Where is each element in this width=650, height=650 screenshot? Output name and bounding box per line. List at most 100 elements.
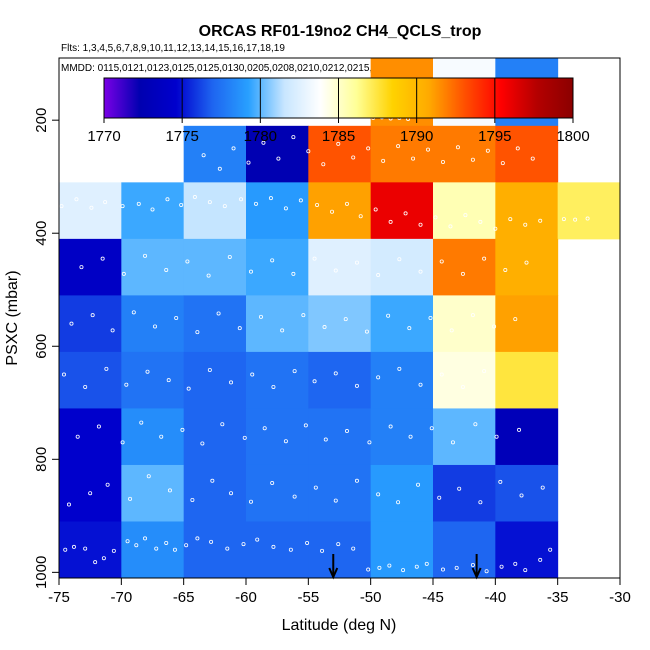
sample-point: [448, 224, 453, 229]
heatmap-cell: [246, 351, 309, 409]
heatmap-cell: [121, 238, 185, 296]
heatmap-cell: [495, 182, 559, 240]
x-axis-ticks: -75 -70 -65 -60 -55 -50 -45 -40 -35 -30: [48, 578, 631, 606]
sample-point: [312, 379, 317, 384]
sample-point: [478, 500, 483, 505]
sample-point: [440, 159, 445, 164]
sample-point: [401, 568, 406, 573]
cell-layer: [59, 58, 620, 578]
sample-point: [407, 326, 412, 331]
sample-point: [321, 162, 326, 167]
sample-point: [439, 372, 444, 377]
sample-point: [330, 209, 335, 214]
sample-point: [315, 202, 320, 207]
sample-point: [377, 565, 382, 570]
sample-point: [165, 197, 170, 202]
sample-point: [473, 422, 478, 427]
sample-point: [186, 386, 191, 391]
sample-point: [167, 488, 172, 493]
dates-subtitle: MMDD: 0115,0121,0123,0125,0125,0130,0205…: [61, 63, 545, 74]
sample-point: [120, 440, 125, 445]
heatmap-cell: [433, 238, 496, 296]
sample-point: [457, 486, 462, 491]
sample-point: [376, 375, 381, 380]
sample-point: [217, 166, 222, 171]
sample-point: [484, 569, 489, 574]
sample-point: [333, 371, 338, 376]
sample-point: [455, 145, 460, 150]
sample-point: [333, 268, 338, 273]
sample-point: [494, 434, 499, 439]
sample-point: [150, 207, 155, 212]
sample-point: [206, 273, 211, 278]
y-tick-label: 600: [33, 334, 50, 359]
sample-point: [387, 563, 392, 568]
heatmap-cell: [308, 408, 372, 466]
flights-subtitle: Flts: 1,3,4,5,6,7,8,9,10,11,12,13,14,15,…: [61, 43, 285, 54]
sample-point: [227, 254, 232, 259]
heatmap-cell: [246, 295, 309, 353]
sample-point: [312, 256, 317, 261]
sample-point: [248, 499, 253, 504]
x-tick-label: -55: [297, 589, 319, 606]
sample-point: [485, 148, 490, 153]
sample-point: [482, 256, 487, 261]
sample-point: [396, 500, 401, 505]
sample-point: [460, 271, 465, 276]
sample-point: [513, 561, 518, 566]
heatmap-cell: [370, 238, 434, 296]
sample-point: [104, 366, 109, 371]
heatmap-cell: [183, 125, 247, 183]
sample-point: [492, 324, 497, 329]
y-tick-label: 200: [33, 108, 50, 133]
sample-point: [397, 366, 402, 371]
sample-point: [414, 564, 419, 569]
sample-point: [440, 567, 445, 572]
sample-point: [376, 273, 381, 278]
sample-point: [585, 216, 590, 221]
sample-point: [248, 269, 253, 274]
sample-point: [174, 315, 179, 320]
x-tick-label: -40: [484, 589, 506, 606]
sample-point: [276, 156, 281, 161]
sample-point: [418, 382, 423, 387]
sample-point: [498, 479, 503, 484]
sample-point: [428, 315, 433, 320]
colorbar-tick-label: 1775: [165, 128, 198, 145]
sample-point: [61, 372, 66, 377]
heatmap-cell: [183, 408, 247, 466]
sample-point: [172, 547, 177, 552]
sample-point: [246, 160, 251, 165]
heatmap-cell: [370, 295, 434, 353]
x-axis-label: Latitude (deg N): [282, 617, 397, 634]
sample-point: [121, 271, 126, 276]
sample-point: [237, 326, 242, 331]
sample-point: [110, 328, 115, 333]
sample-point: [336, 141, 341, 146]
sample-point: [124, 382, 129, 387]
heatmap-cell: [433, 521, 496, 578]
sample-point: [145, 369, 150, 374]
sample-point: [396, 144, 401, 149]
sample-point: [439, 259, 444, 264]
sample-point: [298, 198, 303, 203]
sample-point: [90, 313, 95, 318]
sample-point: [63, 547, 68, 552]
sample-point: [207, 200, 212, 205]
colorbar-tick-label: 1780: [244, 128, 277, 145]
sample-point: [499, 564, 504, 569]
sample-point: [517, 427, 522, 432]
heatmap-cell: [183, 182, 247, 240]
sample-point: [88, 491, 93, 496]
sample-point: [305, 540, 310, 545]
sample-point: [75, 434, 80, 439]
sample-point: [388, 424, 393, 429]
heatmap-cell: [308, 182, 372, 240]
colorbar-tick-label: 1785: [322, 128, 355, 145]
heatmap-cell: [183, 351, 247, 409]
sample-point: [134, 543, 139, 548]
sample-point: [270, 258, 275, 263]
down-arrow-icon: [471, 554, 482, 580]
sample-point: [180, 427, 185, 432]
heatmap-cell: [495, 295, 559, 353]
